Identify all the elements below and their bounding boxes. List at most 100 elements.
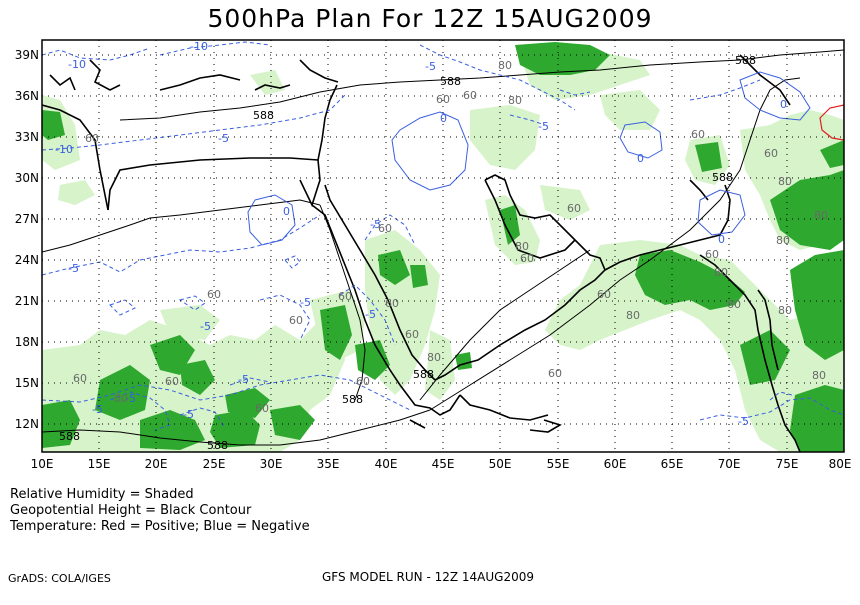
rh-label: 60	[73, 372, 87, 385]
height-label: 588	[413, 368, 434, 381]
lon-tick-label: 75E	[776, 457, 799, 471]
rh-label: 60	[691, 128, 705, 141]
lon-tick-label: 70E	[718, 457, 741, 471]
temp-label: -5	[125, 392, 136, 405]
height-label: 588	[59, 430, 80, 443]
rh-label: 80	[508, 94, 522, 107]
rh-label: 60	[463, 89, 477, 102]
lat-tick-label: 33N	[15, 130, 39, 144]
temp-label: -5	[738, 415, 749, 428]
rh-label: 60	[378, 222, 392, 235]
lon-tick-label: 25E	[203, 457, 226, 471]
height-label: 588	[440, 75, 461, 88]
lat-axis: 39N 36N 33N 30N 27N 24N 21N 18N 15N 12N	[15, 48, 39, 431]
height-label: 588	[253, 109, 274, 122]
temp-label: 0	[440, 112, 447, 125]
height-label: 588	[342, 393, 363, 406]
lat-tick-label: 18N	[15, 335, 39, 349]
rh-label: 60	[207, 288, 221, 301]
legend-humidity: Relative Humidity = Shaded	[10, 487, 194, 502]
plot-border	[41, 39, 845, 453]
rh-label: 60	[85, 132, 99, 145]
lat-tick-label: 39N	[15, 48, 39, 62]
temperature-labels: -10 -10 -10 -5 -5 -5 -5 -5 -5 -5 -5 -5 -…	[55, 40, 787, 428]
legend-temperature: Temperature: Red = Positive; Blue = Nega…	[10, 519, 310, 534]
rh-label: 60	[705, 248, 719, 261]
rh-label: 60	[727, 298, 741, 311]
rh-label: 60	[520, 252, 534, 265]
map-layers: 588 588 588 588 588 588 588 588 -10 -10 …	[42, 40, 844, 452]
rh-label: 80	[812, 369, 826, 382]
temp-label: 0	[283, 205, 290, 218]
lat-tick-label: 36N	[15, 89, 39, 103]
footer-credit: GrADS: COLA/IGES	[8, 572, 111, 585]
lon-tick-label: 35E	[317, 457, 340, 471]
temp-label: 0	[780, 98, 787, 111]
footer-model-run: GFS MODEL RUN - 12Z 14AUG2009	[322, 570, 535, 584]
temp-label: 0	[637, 152, 644, 165]
lat-tick-label: 30N	[15, 171, 39, 185]
temp-label: -5	[538, 120, 549, 133]
rh-label: 60	[405, 328, 419, 341]
temp-negative-contours	[42, 41, 844, 431]
rh-label: 80	[776, 234, 790, 247]
rh-label: 60	[338, 290, 352, 303]
temp-label: -10	[190, 40, 208, 53]
temp-label: -5	[183, 408, 194, 421]
height-contours	[42, 49, 844, 446]
lat-tick-label: 27N	[15, 212, 39, 226]
rh-label: 80	[626, 309, 640, 322]
lat-tick-label: 15N	[15, 376, 39, 390]
lon-tick-label: 60E	[604, 457, 627, 471]
temp-label: -5	[68, 262, 79, 275]
temp-label: -5	[300, 296, 311, 309]
rh-label: 80	[498, 59, 512, 72]
lon-tick-label: 50E	[489, 457, 512, 471]
rh-label: 60	[567, 202, 581, 215]
coastlines	[42, 54, 801, 452]
height-label: 588	[207, 439, 228, 452]
rh-label: 60	[289, 314, 303, 327]
temp-label: -5	[370, 218, 381, 231]
temp-label: -5	[238, 373, 249, 386]
lat-tick-label: 21N	[15, 294, 39, 308]
lon-tick-label: 45E	[432, 457, 455, 471]
lon-tick-label: 55E	[547, 457, 570, 471]
rh-label: 80	[427, 351, 441, 364]
rh-label: 80	[778, 304, 792, 317]
rh-label: 60	[255, 402, 269, 415]
temp-zero-contours	[247, 71, 811, 246]
rh-label: 60	[764, 147, 778, 160]
rh-label: 60	[356, 375, 370, 388]
lon-tick-label: 80E	[829, 457, 852, 471]
rh-label: 60	[385, 297, 399, 310]
chart-title: 500hPa Plan For 12Z 15AUG2009	[207, 4, 653, 33]
rh-label: 60	[548, 367, 562, 380]
lon-tick-label: 10E	[31, 457, 54, 471]
temp-label: 0	[718, 233, 725, 246]
rh-label: 60	[165, 375, 179, 388]
humidity-labels: 60 60 60 60 60 60 60 60 60 60 60 60 60 6…	[73, 59, 828, 415]
temp-label: -5	[92, 403, 103, 416]
lat-tick-label: 24N	[15, 253, 39, 267]
temp-label: -5	[218, 132, 229, 145]
lon-tick-label: 65E	[661, 457, 684, 471]
lon-tick-label: 30E	[260, 457, 283, 471]
lat-tick-label: 12N	[15, 417, 39, 431]
temp-label: -10	[55, 143, 73, 156]
rh-label: 80	[114, 392, 128, 405]
lon-tick-label: 15E	[88, 457, 111, 471]
lon-tick-label: 40E	[375, 457, 398, 471]
temp-positive-contour	[819, 104, 844, 141]
height-labels: 588 588 588 588 588 588 588 588	[59, 54, 756, 452]
rh-label: 80	[515, 240, 529, 253]
temp-label: -5	[425, 60, 436, 73]
lon-tick-label: 20E	[145, 457, 168, 471]
temp-label: -5	[365, 308, 376, 321]
rh-label: 60	[597, 288, 611, 301]
lon-axis: 10E 15E 20E 25E 30E 35E 40E 45E 50E 55E …	[31, 457, 852, 471]
rh-label: 80	[814, 209, 828, 222]
height-label: 588	[735, 54, 756, 67]
rh-label: 80	[714, 266, 728, 279]
